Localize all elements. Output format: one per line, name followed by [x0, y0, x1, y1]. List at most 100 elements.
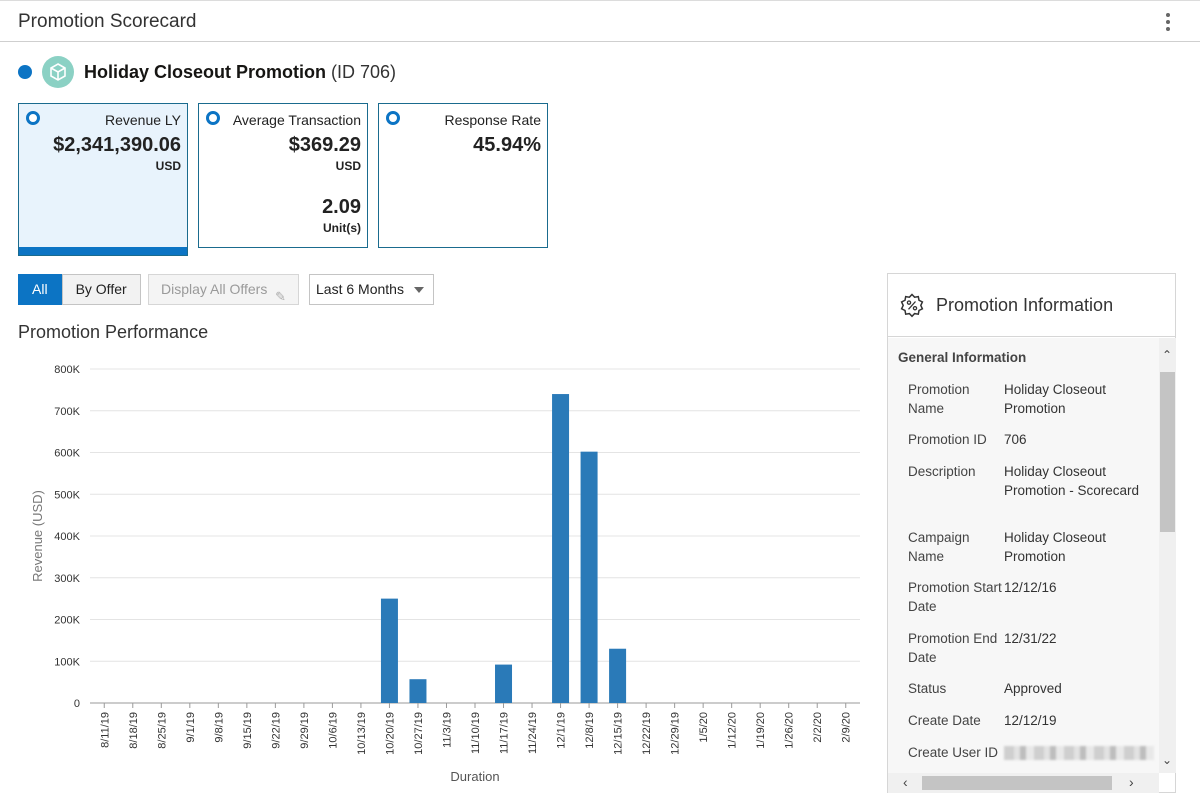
x-tick-label: 10/27/19 [413, 712, 425, 755]
section-heading: General Information [898, 350, 1027, 365]
x-tick-label: 9/29/19 [299, 712, 311, 749]
scrollbar-thumb[interactable] [922, 776, 1112, 790]
x-tick-label: 12/8/19 [584, 712, 596, 749]
info-value: 706 [1004, 432, 1027, 447]
promotion-heading: Holiday Closeout Promotion (ID 706) [18, 56, 396, 88]
info-value: Holiday Closeout Promotion [1004, 382, 1107, 416]
tile-response-rate[interactable]: Response Rate 45.94% [378, 103, 548, 248]
vertical-scrollbar[interactable]: ⌃ ⌄ [1159, 338, 1176, 773]
x-axis-title: Duration [450, 769, 499, 784]
promotion-information-panel: Promotion Information General Informatio… [887, 273, 1176, 793]
x-tick-label: 9/1/19 [185, 712, 197, 743]
panel-header: Promotion Information [888, 274, 1175, 337]
y-tick-label: 0 [74, 698, 80, 710]
kebab-menu-icon[interactable] [1164, 13, 1172, 33]
y-tick-label: 200K [54, 615, 80, 627]
chevron-right-icon[interactable]: › [1129, 774, 1134, 790]
tile-radio[interactable] [386, 111, 400, 125]
chevron-left-icon[interactable]: ‹ [903, 774, 908, 790]
period-select[interactable]: Last 6 Months [309, 274, 434, 305]
top-bar: Promotion Scorecard [0, 0, 1200, 42]
x-tick-label: 11/3/19 [441, 712, 453, 748]
info-value: 12/31/22 [1004, 631, 1057, 646]
x-tick-label: 1/26/20 [784, 712, 796, 749]
info-value: Approved [1004, 681, 1062, 696]
y-tick-label: 600K [54, 448, 80, 460]
tile-value: $369.29 [288, 134, 361, 156]
bar [380, 598, 398, 703]
info-label: Description [908, 464, 976, 479]
tile-average-transaction[interactable]: Average Transaction $369.29 USD 2.09 Uni… [198, 103, 368, 248]
tile-label: Revenue LY [104, 112, 181, 128]
tile-value: 45.94% [473, 134, 541, 156]
y-tick-label: 100K [54, 656, 80, 668]
info-label: Promotion ID [908, 432, 987, 447]
x-tick-label: 10/13/19 [356, 712, 368, 755]
tile-secondary-unit: Unit(s) [323, 221, 361, 235]
x-tick-label: 8/25/19 [156, 712, 168, 749]
x-tick-label: 12/29/19 [670, 712, 682, 755]
y-tick-label: 500K [54, 489, 80, 501]
tile-radio[interactable] [26, 111, 40, 125]
selected-indicator [19, 247, 187, 255]
redacted-value [1004, 744, 1154, 766]
x-tick-label: 12/1/19 [556, 712, 568, 749]
all-button[interactable]: All [18, 274, 62, 305]
tile-label: Response Rate [444, 112, 541, 128]
bar [580, 451, 598, 703]
bar [495, 664, 513, 703]
promotion-name: Holiday Closeout Promotion [84, 61, 327, 82]
info-label: Create Date [908, 713, 981, 728]
x-tick-label: 10/6/19 [327, 712, 339, 749]
pencil-icon: ✎ [275, 289, 286, 304]
info-value: Holiday Closeout Promotion - Scorecard [1004, 464, 1140, 498]
view-toggle: All By Offer [18, 274, 141, 305]
page-title: Promotion Scorecard [18, 11, 197, 32]
x-tick-label: 10/20/19 [384, 712, 396, 755]
chevron-down-icon [414, 287, 424, 293]
scrollbar-thumb[interactable] [1160, 372, 1175, 532]
horizontal-scrollbar[interactable]: ‹ › [888, 773, 1159, 793]
promotion-performance-chart: 0 100K 200K 300K 400K 500K 600K 700K 800K 8/11/19… [30, 364, 860, 784]
display-all-offers-label: Display All Offers [161, 281, 268, 297]
chevron-up-icon[interactable]: ⌃ [1162, 348, 1173, 362]
promotion-id: (ID 706) [331, 61, 397, 82]
info-label: Promotion Name [908, 382, 970, 416]
display-all-offers-button[interactable]: Display All Offers ✎ [148, 274, 299, 305]
by-offer-button[interactable]: By Offer [61, 274, 141, 305]
x-tick-label: 12/15/19 [613, 712, 625, 755]
x-tick-label: 1/12/20 [727, 712, 739, 749]
info-value: 12/12/19 [1004, 713, 1057, 728]
x-tick-label: 8/11/19 [99, 712, 111, 748]
tile-unit: USD [335, 159, 361, 173]
x-tick-label: 2/9/20 [841, 712, 853, 743]
x-tick-label: 11/10/19 [470, 712, 482, 754]
chevron-down-icon[interactable]: ⌄ [1162, 753, 1173, 767]
x-tick-label: 11/17/19 [499, 712, 511, 754]
info-label: Promotion Start Date [908, 580, 1002, 614]
y-tick-label: 700K [54, 406, 80, 418]
tile-value: $2,341,390.06 [53, 134, 181, 156]
x-tick-label: 1/19/20 [755, 712, 767, 749]
y-axis-title: Revenue (USD) [30, 490, 45, 582]
info-value: 12/12/16 [1004, 580, 1057, 595]
x-tick-label: 8/18/19 [128, 712, 140, 749]
panel-body: General Information Promotion Name Holid… [888, 338, 1159, 773]
tile-radio[interactable] [206, 111, 220, 125]
section-title: Promotion Performance [18, 322, 209, 342]
cube-icon [42, 56, 74, 88]
panel-title: Promotion Information [936, 295, 1114, 315]
tile-revenue-ly[interactable]: Revenue LY $2,341,390.06 USD [18, 103, 188, 256]
info-label: Status [908, 681, 947, 696]
info-label: Campaign Name [908, 530, 970, 564]
x-tick-label: 11/24/19 [527, 712, 539, 754]
x-tick-label: 12/22/19 [641, 712, 653, 755]
bar [409, 679, 427, 703]
tile-unit: USD [155, 159, 181, 173]
tile-secondary-value: 2.09 [322, 196, 361, 218]
y-tick-label: 300K [54, 573, 80, 585]
x-tick-label: 1/5/20 [698, 712, 710, 743]
info-value: Holiday Closeout Promotion [1004, 530, 1107, 564]
period-select-value: Last 6 Months [316, 281, 404, 297]
x-tick-label: 9/8/19 [213, 712, 225, 743]
